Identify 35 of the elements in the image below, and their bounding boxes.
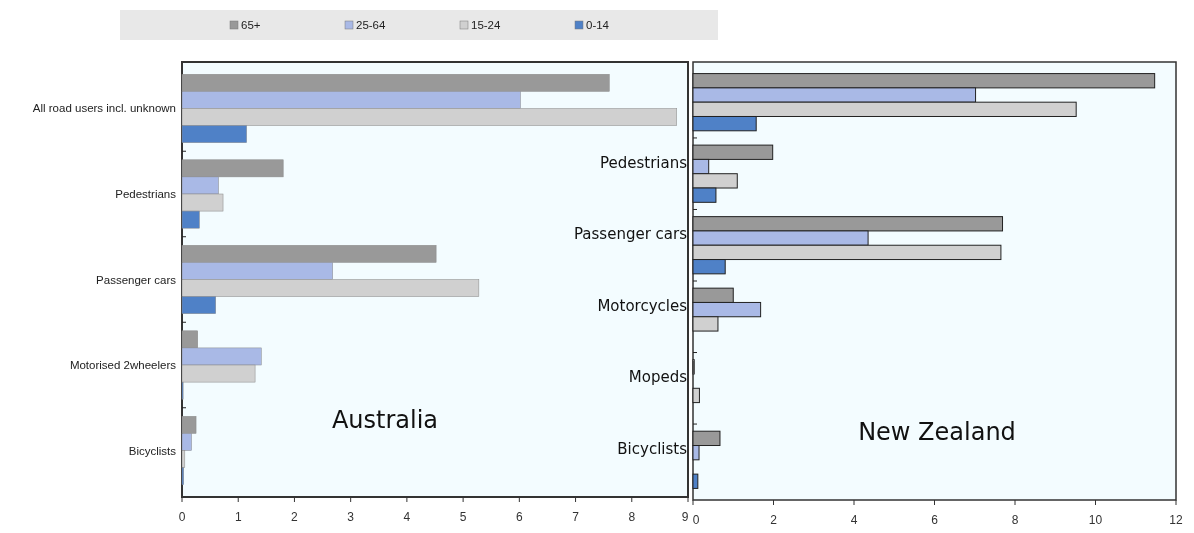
annotation: New Zealand — [858, 418, 1016, 446]
x-tick-label: 9 — [681, 510, 689, 524]
x-tick-label: 4 — [403, 510, 411, 524]
x-tick-label: 5 — [459, 510, 467, 524]
x-tick-label: 0 — [178, 510, 186, 524]
y-tick-label: Motorcycles — [597, 296, 688, 315]
legend-label: 0-14 — [586, 19, 610, 31]
x-tick-label: 2 — [770, 513, 778, 527]
y-tick-label: Motorised 2wheelers — [69, 359, 177, 372]
y-tick-label: Bicyclists — [128, 444, 177, 457]
y-tick-label: All road users incl. unknown — [32, 102, 176, 115]
annotation: Australia — [331, 406, 439, 434]
x-tick-label: 6 — [931, 513, 939, 527]
y-tick-label: Passenger cars — [573, 225, 688, 244]
x-tick-label: 2 — [291, 510, 299, 524]
x-tick-label: 0 — [692, 513, 700, 527]
y-tick-label: Mopeds — [628, 368, 688, 387]
x-tick-label: 4 — [850, 513, 858, 527]
x-tick-label: 8 — [628, 510, 636, 524]
x-tick-label: 10 — [1088, 513, 1103, 527]
x-tick-label: 7 — [572, 510, 580, 524]
legend-label: 65+ — [241, 19, 261, 31]
x-tick-label: 1 — [234, 510, 242, 524]
bar — [692, 473, 699, 489]
legend-label: 25-64 — [356, 19, 387, 31]
y-tick-label: Bicyclists — [617, 439, 688, 458]
y-tick-label: Pedestrians — [599, 153, 688, 172]
x-tick-label: 3 — [347, 510, 355, 524]
x-tick-label: 6 — [515, 510, 523, 524]
bar — [692, 387, 700, 404]
x-tick-label: 12 — [1169, 513, 1183, 527]
x-tick-label: 8 — [1011, 513, 1019, 527]
legend-label: 15-24 — [471, 19, 502, 31]
y-tick-label: Pedestrians — [115, 187, 177, 200]
y-tick-label: Passenger cars — [96, 273, 177, 286]
